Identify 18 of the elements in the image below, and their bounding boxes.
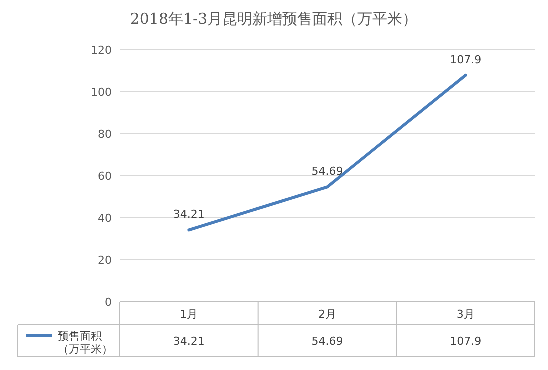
- y-tick-label: 0: [105, 296, 112, 309]
- text: 54.69: [312, 335, 344, 348]
- text: 34.21: [173, 335, 205, 348]
- text: 107.9: [450, 335, 482, 348]
- data-label: 34.21: [173, 208, 205, 222]
- x-tick-label: 1月: [180, 308, 198, 321]
- y-tick-label: 60: [98, 170, 112, 183]
- data-label: 54.69: [312, 165, 344, 178]
- y-tick-label: 20: [98, 254, 112, 267]
- y-tick-label: 120: [91, 44, 112, 57]
- x-tick-label: 2月: [318, 308, 336, 321]
- data-label: 107.9: [450, 53, 482, 66]
- x-tick-label: 3月: [456, 308, 475, 321]
- y-tick-label: 80: [98, 128, 112, 141]
- chart-title: 2018年1-3月昆明新增预售面积（万平米）: [130, 10, 418, 28]
- y-tick-label: 40: [98, 212, 112, 225]
- y-tick-label: 100: [91, 86, 112, 99]
- legend-label: 预售面积（万平米）: [58, 330, 113, 356]
